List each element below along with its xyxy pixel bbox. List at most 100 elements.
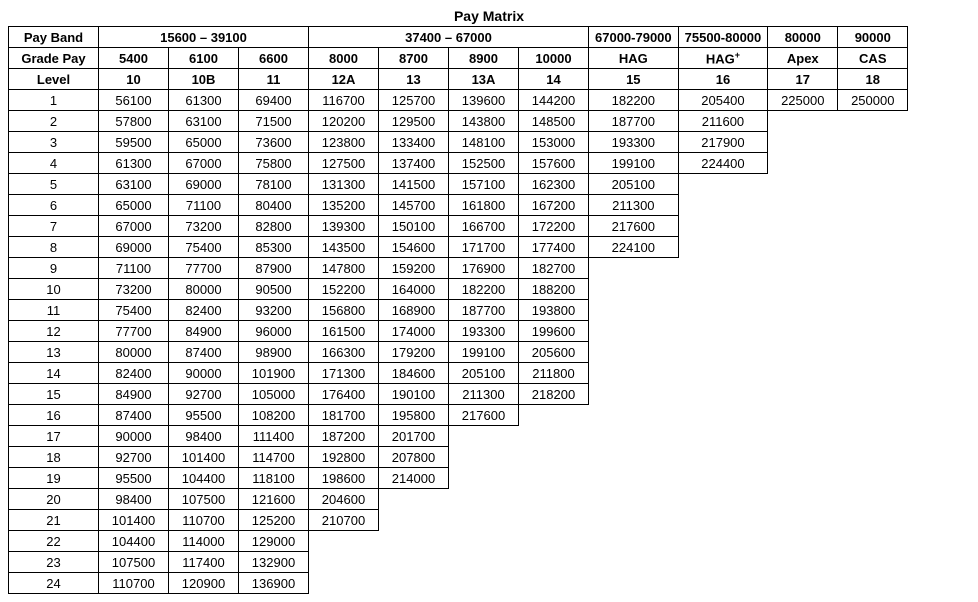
cell: 92700 [99, 447, 169, 468]
table-row: 21101400110700125200210700 [9, 510, 908, 531]
row-index: 7 [9, 216, 99, 237]
cell [379, 489, 449, 510]
cell [589, 447, 679, 468]
cell: 147800 [309, 258, 379, 279]
cell: 101400 [169, 447, 239, 468]
pay-band-label: Pay Band [9, 27, 99, 48]
cell [589, 510, 679, 531]
cell [449, 531, 519, 552]
cell: 157100 [449, 174, 519, 195]
cell: 181700 [309, 405, 379, 426]
cell: 210700 [309, 510, 379, 531]
cell [838, 216, 908, 237]
level-header: 14 [519, 69, 589, 90]
cell: 152500 [449, 153, 519, 174]
cell [678, 174, 768, 195]
cell [838, 531, 908, 552]
cell [678, 573, 768, 594]
cell [768, 237, 838, 258]
cell: 80400 [239, 195, 309, 216]
cell: 199600 [519, 321, 589, 342]
cell: 111400 [239, 426, 309, 447]
cell: 71100 [169, 195, 239, 216]
cell [519, 552, 589, 573]
cell: 78100 [239, 174, 309, 195]
cell: 182200 [589, 90, 679, 111]
cell: 114700 [239, 447, 309, 468]
cell: 92700 [169, 384, 239, 405]
grade-pay-header: 8000 [309, 48, 379, 69]
cell [678, 510, 768, 531]
cell [838, 174, 908, 195]
cell [589, 300, 679, 321]
cell: 57800 [99, 111, 169, 132]
cell: 225000 [768, 90, 838, 111]
cell: 193300 [449, 321, 519, 342]
row-index: 3 [9, 132, 99, 153]
level-header: 10B [169, 69, 239, 90]
cell: 107500 [169, 489, 239, 510]
cell: 133400 [379, 132, 449, 153]
cell: 84900 [169, 321, 239, 342]
cell [449, 573, 519, 594]
cell [519, 405, 589, 426]
cell [838, 342, 908, 363]
cell: 187200 [309, 426, 379, 447]
page-title: Pay Matrix [8, 8, 970, 24]
cell [838, 321, 908, 342]
cell: 224400 [678, 153, 768, 174]
cell [768, 447, 838, 468]
cell: 132900 [239, 552, 309, 573]
cell [768, 405, 838, 426]
row-index: 8 [9, 237, 99, 258]
cell [449, 426, 519, 447]
cell [768, 195, 838, 216]
cell: 123800 [309, 132, 379, 153]
cell [589, 363, 679, 384]
cell [838, 111, 908, 132]
cell: 190100 [379, 384, 449, 405]
cell: 90000 [169, 363, 239, 384]
row-index: 13 [9, 342, 99, 363]
cell [379, 573, 449, 594]
cell [768, 510, 838, 531]
cell [589, 321, 679, 342]
cell: 121600 [239, 489, 309, 510]
cell: 184600 [379, 363, 449, 384]
row-index: 1 [9, 90, 99, 111]
cell: 63100 [169, 111, 239, 132]
cell: 73200 [169, 216, 239, 237]
cell [768, 426, 838, 447]
cell: 75400 [169, 237, 239, 258]
cell: 98400 [99, 489, 169, 510]
cell: 164000 [379, 279, 449, 300]
cell: 176400 [309, 384, 379, 405]
row-index: 15 [9, 384, 99, 405]
cell: 96000 [239, 321, 309, 342]
cell [678, 384, 768, 405]
cell: 95500 [169, 405, 239, 426]
cell: 211300 [449, 384, 519, 405]
cell [589, 426, 679, 447]
grade-pay-header: 6100 [169, 48, 239, 69]
cell [768, 384, 838, 405]
cell [768, 216, 838, 237]
cell: 199100 [449, 342, 519, 363]
level-header: 17 [768, 69, 838, 90]
cell [838, 447, 908, 468]
cell: 152200 [309, 279, 379, 300]
cell: 105000 [239, 384, 309, 405]
cell [768, 573, 838, 594]
cell: 73600 [239, 132, 309, 153]
cell [838, 132, 908, 153]
cell: 90500 [239, 279, 309, 300]
row-index: 19 [9, 468, 99, 489]
cell: 59500 [99, 132, 169, 153]
table-row: 1073200800009050015220016400018220018820… [9, 279, 908, 300]
table-row: 168740095500108200181700195800217600 [9, 405, 908, 426]
cell [589, 573, 679, 594]
grade-pay-header: 5400 [99, 48, 169, 69]
table-row: 24110700120900136900 [9, 573, 908, 594]
cell [678, 489, 768, 510]
cell: 205600 [519, 342, 589, 363]
